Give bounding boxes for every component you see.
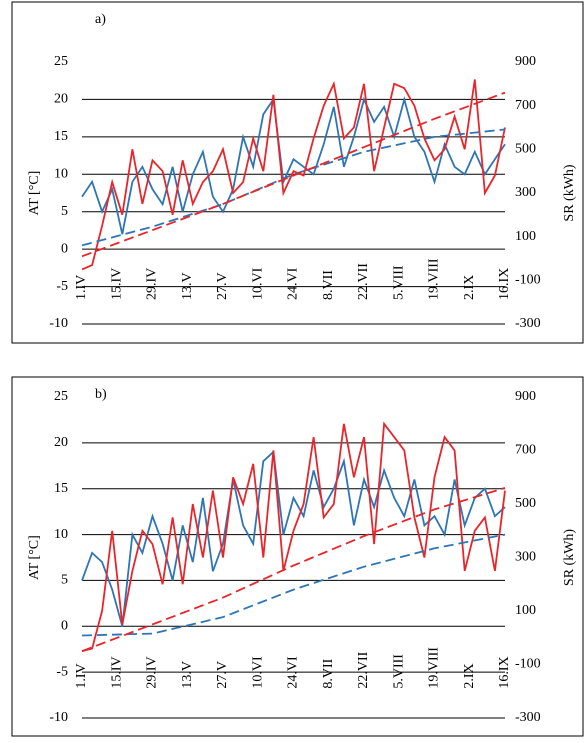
x-tick-label: 8.VII (321, 270, 336, 300)
y-tick-label: 10 (54, 527, 68, 542)
y-tick-label: 15 (54, 129, 68, 144)
y-tick-label: -5 (56, 279, 68, 294)
x-tick-label: 16.IX (497, 268, 512, 300)
y2-tick-label: 900 (515, 54, 536, 69)
trend-line (81, 487, 506, 652)
y2-tick-label: 100 (515, 603, 536, 618)
y2-tick-label: 500 (515, 496, 536, 511)
y2-tick-label: -100 (515, 657, 541, 672)
x-tick-label: 16.IX (497, 656, 512, 688)
x-tick-label: 27.V (215, 272, 230, 300)
x-tick-label: 29.IV (145, 268, 160, 300)
panel-label: a) (95, 12, 106, 27)
y2-tick-label: -300 (515, 316, 541, 331)
x-tick-label: 13.V (180, 661, 195, 689)
trend-line (81, 91, 506, 258)
data-line (81, 95, 506, 235)
x-tick-label: 15.IV (109, 656, 124, 688)
x-tick-label: 2.IX (462, 663, 477, 688)
y2-tick-label: -300 (515, 710, 541, 725)
y2-tick-label: 500 (515, 142, 536, 157)
x-tick-label: 5.VIII (391, 265, 406, 300)
y-tick-label: 5 (61, 573, 68, 588)
x-tick-label: 19.VIII (427, 647, 442, 689)
y-tick-label: 25 (54, 389, 68, 404)
y-tick-label: 25 (54, 54, 68, 69)
x-tick-label: 27.V (215, 661, 230, 689)
x-tick-label: 2.IX (462, 275, 477, 300)
y2-axis-label: SR (kWh) (562, 529, 577, 587)
y-tick-label: 5 (61, 204, 68, 219)
y-tick-label: 15 (54, 481, 68, 496)
y-tick-label: -10 (49, 710, 68, 725)
y2-tick-label: 300 (515, 550, 536, 565)
y2-tick-label: 700 (515, 443, 536, 458)
x-tick-label: 13.V (180, 272, 195, 300)
x-tick-label: 24.VI (286, 656, 301, 689)
x-tick-label: 5.VIII (391, 654, 406, 689)
y2-tick-label: 900 (515, 389, 536, 404)
y2-tick-label: 300 (515, 185, 536, 200)
x-tick-label: 1.IV (74, 275, 89, 300)
x-tick-label: 15.IV (109, 268, 124, 300)
x-tick-label: 19.VIII (427, 258, 442, 300)
data-line (81, 450, 506, 627)
panel-frame (11, 1, 584, 344)
y2-tick-label: 700 (515, 98, 536, 113)
y2-axis-label: SR (kWh) (562, 164, 577, 222)
panel-label: b) (95, 387, 107, 402)
y-tick-label: -10 (49, 316, 68, 331)
x-tick-label: 10.VI (250, 267, 265, 300)
x-tick-label: 8.VII (321, 658, 336, 688)
data-line (81, 79, 506, 271)
trend-line (81, 128, 506, 247)
data-line (81, 421, 506, 652)
y2-tick-label: -100 (515, 273, 541, 288)
y-axis-label: AT [°C] (27, 535, 42, 580)
x-tick-label: 10.VI (250, 656, 265, 689)
y2-tick-label: 100 (515, 229, 536, 244)
y-tick-label: 20 (54, 435, 68, 450)
x-tick-label: 22.VII (356, 651, 371, 688)
y-tick-label: 0 (61, 619, 68, 634)
y-tick-label: 10 (54, 167, 68, 182)
trend-line (81, 533, 506, 637)
y-axis-label: AT [°C] (27, 171, 42, 216)
x-tick-label: 29.IV (145, 656, 160, 688)
panel-frame (11, 376, 584, 737)
x-tick-label: 22.VII (356, 263, 371, 300)
y-tick-label: 0 (61, 241, 68, 256)
x-tick-label: 24.VI (286, 267, 301, 300)
y-tick-label: -5 (56, 664, 68, 679)
y-tick-label: 20 (54, 92, 68, 107)
x-tick-label: 1.IV (74, 663, 89, 688)
